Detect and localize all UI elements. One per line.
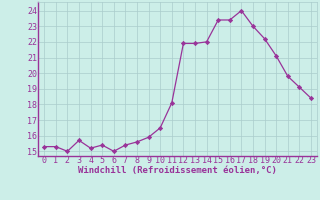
X-axis label: Windchill (Refroidissement éolien,°C): Windchill (Refroidissement éolien,°C) <box>78 166 277 175</box>
